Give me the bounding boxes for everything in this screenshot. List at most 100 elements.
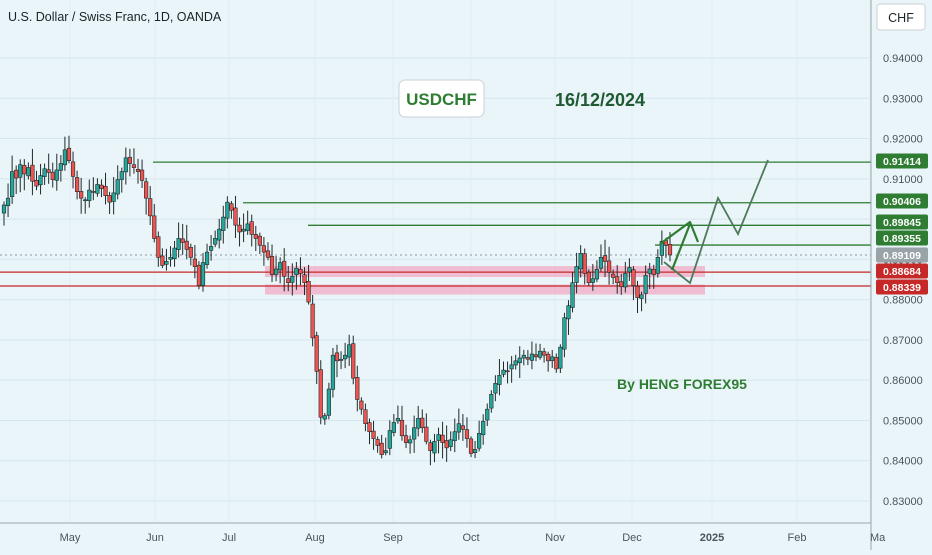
candle-body[interactable] xyxy=(379,442,384,455)
candle-body[interactable] xyxy=(363,409,368,424)
candle-body[interactable] xyxy=(639,294,644,299)
candle-body[interactable] xyxy=(513,360,518,366)
candle-body[interactable] xyxy=(566,305,571,320)
candle-body[interactable] xyxy=(14,169,19,179)
candle-body[interactable] xyxy=(371,430,376,439)
candle-body[interactable] xyxy=(367,422,372,433)
candle-body[interactable] xyxy=(627,267,632,273)
candle-body[interactable] xyxy=(237,224,242,233)
currency-badge-box[interactable] xyxy=(876,3,926,31)
candle-body[interactable] xyxy=(586,271,591,284)
candle-body[interactable] xyxy=(359,400,364,410)
candle-body[interactable] xyxy=(30,164,35,182)
candle-body[interactable] xyxy=(509,364,514,370)
candle-body[interactable] xyxy=(111,192,116,202)
candle-body[interactable] xyxy=(334,352,340,362)
candle-body[interactable] xyxy=(558,346,563,369)
candle-body[interactable] xyxy=(554,356,559,370)
candle-body[interactable] xyxy=(403,435,409,443)
candle-body[interactable] xyxy=(590,278,595,283)
candle-body[interactable] xyxy=(273,268,279,275)
candle-body[interactable] xyxy=(643,275,648,294)
candle-body[interactable] xyxy=(192,258,197,267)
candle-body[interactable] xyxy=(91,191,96,193)
candle-body[interactable] xyxy=(594,269,600,280)
candle-body[interactable] xyxy=(436,434,441,441)
candle-body[interactable] xyxy=(399,419,405,437)
candle-body[interactable] xyxy=(611,273,616,278)
candle-body[interactable] xyxy=(440,434,445,443)
candle-body[interactable] xyxy=(54,169,59,181)
candle-body[interactable] xyxy=(598,257,604,269)
candle-body[interactable] xyxy=(204,251,210,265)
candle-body[interactable] xyxy=(127,156,132,164)
candle-body[interactable] xyxy=(485,408,490,421)
candle-body[interactable] xyxy=(383,450,388,454)
candle-body[interactable] xyxy=(26,167,31,177)
candle-body[interactable] xyxy=(456,423,461,433)
candle-body[interactable] xyxy=(667,243,673,256)
candle-body[interactable] xyxy=(302,274,307,284)
candle-body[interactable] xyxy=(103,185,108,197)
candle-body[interactable] xyxy=(286,278,291,284)
candle-body[interactable] xyxy=(623,273,628,288)
candle-body[interactable] xyxy=(619,281,624,288)
candle-body[interactable] xyxy=(229,203,234,211)
candle-body[interactable] xyxy=(135,168,141,172)
candle-body[interactable] xyxy=(493,383,498,394)
candle-body[interactable] xyxy=(497,375,502,385)
candle-body[interactable] xyxy=(144,181,149,199)
candle-body[interactable] xyxy=(225,201,230,219)
candle-body[interactable] xyxy=(241,228,246,232)
candle-body[interactable] xyxy=(18,164,23,178)
candle-body[interactable] xyxy=(412,427,417,440)
candle-body[interactable] xyxy=(318,369,323,418)
candle-body[interactable] xyxy=(391,422,396,433)
time-axis[interactable]: May Jun Jul Aug Sep Oct Nov Dec 2025 Feb Ma xyxy=(60,532,887,544)
candle-body[interactable] xyxy=(22,165,27,175)
candle-body[interactable] xyxy=(582,253,587,274)
candle-body[interactable] xyxy=(606,260,612,273)
candle-body[interactable] xyxy=(38,175,43,186)
candle-body[interactable] xyxy=(542,351,547,356)
candle-body[interactable] xyxy=(95,184,100,194)
candle-body[interactable] xyxy=(176,238,181,250)
candle-body[interactable] xyxy=(424,426,429,442)
candle-body[interactable] xyxy=(546,353,551,362)
candle-body[interactable] xyxy=(196,264,202,286)
candle-body[interactable] xyxy=(152,215,157,239)
candle-body[interactable] xyxy=(42,168,47,177)
candle-body[interactable] xyxy=(213,238,218,245)
candle-body[interactable] xyxy=(107,195,112,203)
candle-body[interactable] xyxy=(477,433,482,449)
candle-body[interactable] xyxy=(99,184,104,189)
candle-body[interactable] xyxy=(314,335,319,372)
candle-body[interactable] xyxy=(432,441,437,454)
candle-body[interactable] xyxy=(326,388,331,416)
candle-body[interactable] xyxy=(119,171,124,180)
candle-body[interactable] xyxy=(537,350,543,358)
candle-body[interactable] xyxy=(578,253,583,270)
candle-body[interactable] xyxy=(184,240,189,250)
candle-body[interactable] xyxy=(529,353,535,361)
candle-body[interactable] xyxy=(221,216,226,231)
candle-body[interactable] xyxy=(294,267,299,275)
candle-body[interactable] xyxy=(635,285,640,298)
candle-body[interactable] xyxy=(180,238,185,243)
candle-body[interactable] xyxy=(505,370,510,373)
candle-body[interactable] xyxy=(46,169,51,173)
candle-body[interactable] xyxy=(148,198,153,217)
candle-body[interactable] xyxy=(62,149,68,166)
candle-body[interactable] xyxy=(257,235,262,246)
candle-body[interactable] xyxy=(347,344,352,358)
candle-body[interactable] xyxy=(123,157,128,173)
candle-body[interactable] xyxy=(631,269,636,286)
candle-body[interactable] xyxy=(249,221,254,235)
candle-body[interactable] xyxy=(245,223,250,231)
candle-body[interactable] xyxy=(659,240,664,256)
candle-body[interactable] xyxy=(217,228,222,241)
candle-body[interactable] xyxy=(521,354,526,359)
candle-body[interactable] xyxy=(444,440,449,449)
candle-body[interactable] xyxy=(464,429,470,439)
